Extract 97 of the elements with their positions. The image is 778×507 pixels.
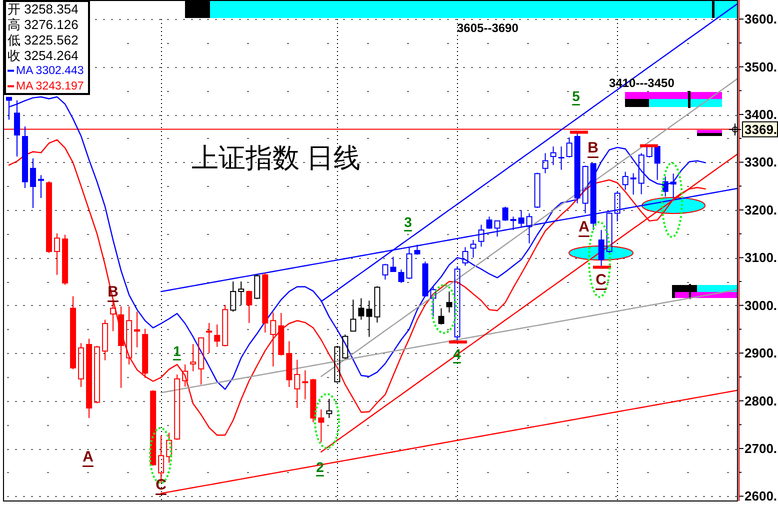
candlestick	[542, 152, 548, 174]
candlestick	[94, 345, 100, 404]
candlestick	[22, 126, 28, 188]
y-tick-label: 3400.	[744, 107, 778, 122]
candlestick	[310, 378, 316, 423]
candlestick	[126, 306, 132, 366]
candlestick	[286, 340, 292, 388]
candlestick	[62, 234, 68, 286]
y-tick-label: 3300.	[744, 154, 778, 170]
candlestick	[246, 290, 252, 324]
candlestick	[638, 152, 644, 195]
candlestick	[278, 312, 284, 356]
candlestick	[142, 328, 148, 378]
annotation: A	[578, 218, 590, 236]
candlestick	[446, 291, 452, 314]
y-tick-label: 3500.	[744, 59, 778, 74]
candlestick	[454, 266, 460, 341]
candlestick	[534, 172, 540, 209]
candlestick	[302, 370, 308, 400]
candlestick	[566, 136, 572, 158]
candlestick	[614, 190, 620, 222]
annotation: 3605--3690	[457, 21, 519, 35]
ref-label: 3369.	[742, 121, 778, 138]
candlestick	[46, 180, 52, 254]
candlestick	[134, 311, 140, 348]
candlestick	[174, 374, 180, 440]
candlestick	[102, 319, 108, 361]
y-tick-label: 3000.	[744, 298, 778, 313]
candlestick	[550, 146, 556, 166]
candlestick	[606, 212, 612, 254]
candlestick	[150, 390, 156, 466]
candlestick	[294, 359, 300, 408]
candlestick	[662, 176, 668, 198]
candlestick	[110, 298, 116, 332]
candlestick	[462, 246, 468, 266]
annotation: A	[82, 448, 94, 466]
candlestick	[206, 322, 212, 354]
y-tick-label: 2800.	[744, 393, 778, 408]
candlestick	[510, 216, 516, 230]
candlestick	[38, 174, 44, 199]
candlestick	[190, 344, 196, 372]
annotation: 低 3225.562	[8, 32, 78, 48]
candlestick	[414, 244, 420, 256]
y-tick-label: 2900.	[744, 346, 778, 361]
candlestick	[78, 342, 84, 388]
candlestick	[30, 158, 36, 209]
candlestick	[502, 206, 508, 222]
annotation: C	[596, 272, 607, 288]
candlestick	[630, 172, 636, 196]
annotation: 收 3254.264	[8, 48, 78, 63]
candlestick	[14, 100, 20, 157]
annotation: 开 3258.354	[8, 1, 78, 16]
candlestick	[494, 220, 500, 238]
candlestick	[478, 224, 484, 248]
y-tick-label: 2600.	[744, 488, 778, 504]
candlestick	[222, 304, 228, 347]
y-tick-label: 3600.	[744, 12, 778, 27]
candlestick	[470, 240, 476, 258]
candlestick	[86, 338, 92, 418]
candlestick	[486, 216, 492, 230]
candlestick	[270, 312, 276, 367]
candlestick	[54, 232, 60, 276]
candlestick	[430, 286, 436, 317]
candlestick	[654, 146, 660, 180]
candlestick	[182, 364, 188, 387]
text: 上证指数 日线	[192, 143, 360, 173]
annotation: 5	[572, 88, 580, 104]
candlestick	[518, 209, 524, 228]
candlestick	[382, 263, 388, 280]
candlestick	[254, 274, 260, 300]
annotation: 3	[404, 214, 412, 230]
y-tick-label: 2700.	[744, 441, 778, 456]
candlestick	[214, 324, 220, 348]
annotation: 1	[173, 343, 182, 359]
candlestick	[390, 256, 396, 272]
candlestick	[422, 260, 428, 298]
candlestick	[622, 171, 628, 190]
legend-item: MA 3243.197	[8, 80, 84, 92]
candlestick	[198, 336, 204, 386]
candlestick	[318, 408, 324, 443]
y-tick-label: 3200.	[744, 202, 778, 218]
candlestick	[118, 306, 124, 388]
candlestick	[670, 173, 676, 198]
candlestick	[166, 432, 172, 464]
candlestick	[70, 296, 76, 370]
candlestick	[574, 132, 580, 204]
legend-item: MA 3302.443	[8, 64, 84, 77]
candlestick	[406, 246, 412, 280]
candlestick	[438, 308, 444, 325]
candlestick	[398, 269, 404, 284]
candlestick	[558, 146, 564, 170]
annotation: B	[588, 140, 599, 156]
y-tick-label: 3100.	[744, 250, 778, 266]
candlestick	[598, 229, 604, 267]
candlestick	[262, 272, 268, 334]
annotation: 高 3276.126	[8, 16, 78, 32]
candlestick	[526, 212, 532, 244]
